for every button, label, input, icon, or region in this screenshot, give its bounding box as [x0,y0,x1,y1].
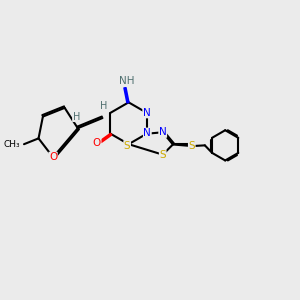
Text: S: S [124,141,130,151]
Text: N: N [143,108,151,118]
Text: N: N [143,128,151,138]
Text: H: H [100,100,107,110]
Text: CH₃: CH₃ [3,140,20,149]
Text: S: S [188,141,195,151]
Text: N: N [159,127,167,137]
Text: O: O [93,138,101,148]
Text: S: S [159,150,166,160]
Text: NH: NH [119,76,135,86]
Text: H: H [73,112,80,122]
Text: O: O [49,152,57,162]
